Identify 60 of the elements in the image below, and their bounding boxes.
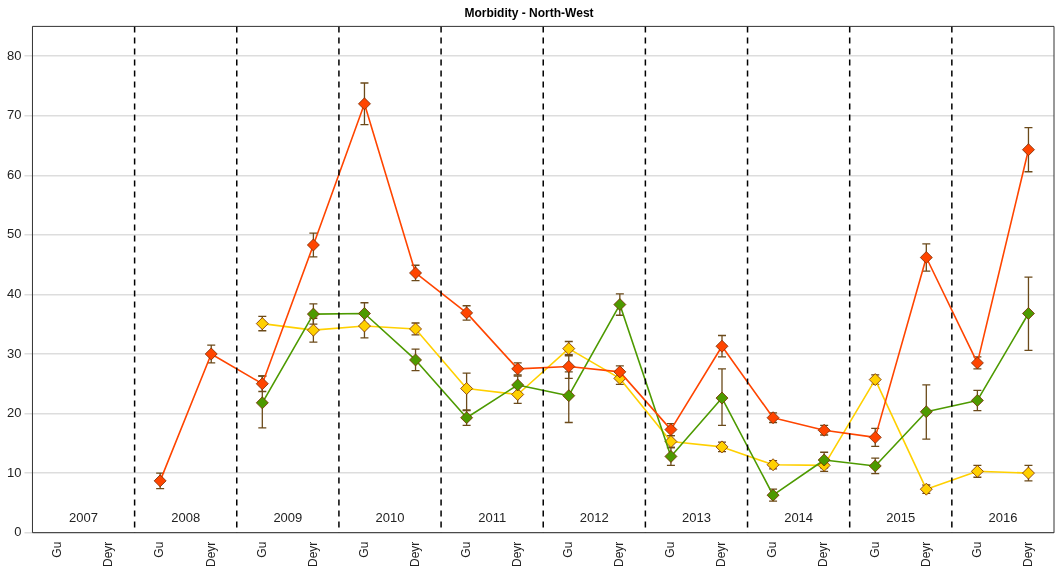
x-tick-label: Gu: [50, 541, 65, 558]
x-tick-label: Gu: [561, 541, 576, 558]
x-tick-label: Deyr: [407, 541, 422, 568]
point: [1022, 307, 1035, 320]
y-tick-label: 0: [14, 524, 22, 540]
y-tick-label: 30: [6, 345, 22, 361]
point: [715, 339, 729, 353]
x-tick-label: Gu: [867, 541, 882, 558]
y-tick-label: 40: [6, 286, 22, 301]
y-tick-label: 60: [6, 166, 22, 182]
x-tick-label: Gu: [969, 541, 984, 558]
point: [715, 391, 729, 405]
point: [255, 396, 269, 410]
point: [919, 405, 933, 419]
point: [1022, 143, 1035, 157]
annotation: 2009: [273, 509, 303, 525]
point: [562, 360, 576, 373]
annotation: 2014: [784, 509, 814, 525]
x-tick-label: Deyr: [816, 541, 831, 568]
annotation: 2016: [988, 509, 1018, 525]
point: [460, 382, 474, 395]
point: [306, 307, 320, 321]
x-tick-label: Deyr: [918, 541, 933, 568]
x-tick-label: Gu: [152, 541, 167, 558]
point: [306, 323, 320, 337]
annotation: 2011: [478, 509, 507, 525]
point: [409, 353, 422, 367]
y-tick-label: 20: [6, 405, 22, 421]
point: [306, 238, 320, 252]
x-tick-label: Gu: [765, 541, 780, 558]
point: [664, 450, 678, 463]
annotation: 2010: [375, 509, 405, 525]
y-tick-label: 80: [6, 47, 22, 63]
point: [613, 298, 627, 311]
x-tick-label: Deyr: [714, 541, 729, 568]
annotation: 2008: [171, 509, 201, 525]
x-tick-label: Deyr: [101, 541, 116, 568]
point: [358, 319, 371, 333]
point: [919, 251, 933, 264]
point: [358, 307, 371, 320]
y-tick-label: 70: [6, 107, 22, 123]
annotation: 2013: [682, 509, 711, 525]
x-tick-label: Gu: [254, 541, 269, 558]
y-tick-label: 50: [6, 226, 22, 242]
annotation: 2015: [886, 509, 916, 525]
x-tick-label: Deyr: [510, 541, 524, 568]
point: [358, 97, 371, 111]
annotation: 2007: [69, 509, 98, 525]
y-tick-label: 10: [6, 464, 22, 480]
chart-title: Morbidity - North-West: [464, 5, 594, 20]
point: [970, 394, 984, 407]
annotation: 2012: [579, 509, 609, 525]
x-tick-label: Gu: [458, 541, 473, 558]
x-tick-label: Deyr: [612, 541, 627, 568]
point: [562, 389, 576, 403]
x-tick-label: Gu: [356, 541, 371, 558]
x-tick-label: Deyr: [1020, 541, 1035, 568]
x-tick-label: Deyr: [203, 541, 218, 568]
x-tick-label: Gu: [663, 541, 678, 558]
x-tick-label: Deyr: [305, 541, 320, 568]
